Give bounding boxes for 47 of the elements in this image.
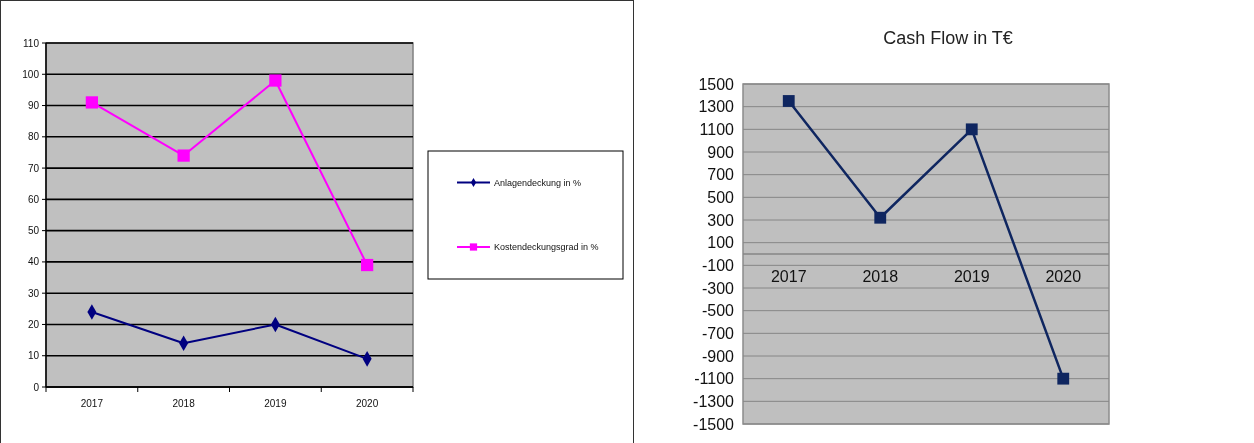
legend-label: Anlagendeckung in %: [493, 177, 581, 188]
y-tick-label: -1300: [693, 392, 735, 410]
x-tick-label: 2018: [172, 397, 195, 409]
y-tick-label: 500: [707, 188, 735, 206]
y-tick-label: 1500: [698, 75, 735, 93]
y-tick-label: 1100: [699, 120, 735, 138]
y-tick-label: -100: [701, 256, 735, 274]
y-tick-label: 110: [22, 37, 39, 48]
chart-title: Cash Flow in T€: [883, 28, 1013, 48]
y-tick-label: 70: [27, 162, 39, 174]
y-tick-label: -900: [701, 347, 735, 365]
y-tick-label: 100: [707, 234, 735, 252]
point: [874, 211, 887, 224]
point: [782, 95, 795, 107]
y-tick-label: -1500: [693, 415, 735, 433]
y-tick-label: 40: [27, 255, 39, 267]
y-tick-label: 80: [27, 130, 39, 142]
point: [85, 95, 98, 109]
y-tick-label: 60: [27, 193, 39, 205]
y-tick-label: 100: [21, 68, 39, 80]
x-tick-label: 2017: [80, 397, 103, 409]
x-tick-label: 2017: [770, 268, 807, 285]
y-tick-label: -300: [701, 279, 735, 297]
y-tick-label: 700: [707, 166, 735, 184]
x-tick-label: 2018: [862, 268, 899, 285]
x-tick-label: 2020: [355, 397, 379, 409]
point: [177, 148, 190, 162]
y-tick-label: 10: [27, 349, 39, 361]
point: [360, 258, 373, 271]
y-tick-label: -700: [701, 324, 735, 342]
y-tick-label: -500: [701, 302, 735, 320]
y-tick-label: 30: [27, 287, 39, 299]
y-tick-label: 20: [27, 318, 39, 330]
point: [268, 73, 281, 87]
y-tick-label: -1100: [694, 370, 735, 388]
point: [1057, 372, 1070, 385]
x-tick-label: 2020: [1045, 268, 1082, 285]
point: [965, 123, 978, 136]
y-tick-label: 1300: [698, 98, 735, 116]
y-tick-label: 90: [27, 99, 39, 111]
legend-label: Kostendeckungsgrad in %: [493, 241, 599, 252]
y-tick-label: 0: [32, 381, 39, 392]
y-tick-label: 50: [27, 224, 39, 236]
x-tick-label: 2019: [263, 397, 287, 409]
y-tick-label: 300: [707, 211, 735, 229]
y-tick-label: 900: [707, 143, 735, 161]
x-tick-label: 2019: [953, 268, 990, 285]
